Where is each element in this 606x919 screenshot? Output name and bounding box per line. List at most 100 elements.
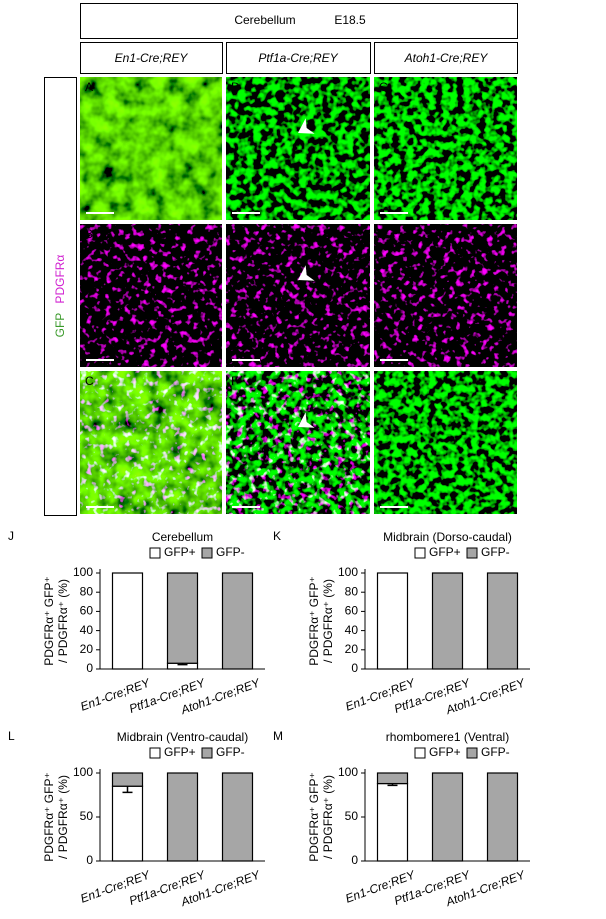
bar-segment <box>111 772 144 787</box>
legend-swatch <box>201 747 213 759</box>
chart-title: Midbrain (Ventro-caudal) <box>117 730 248 744</box>
legend-label: GFP+ <box>429 545 461 559</box>
chart-title: Midbrain (Dorso-caudal) <box>383 530 512 544</box>
arrowhead <box>298 118 315 134</box>
column-box <box>374 42 518 74</box>
y-tick-label: 40 <box>80 623 94 637</box>
y-axis-label: PDGFRα⁺ GFP⁺/ PDGFRα⁺ (%) <box>307 576 335 666</box>
legend-swatch <box>201 547 213 559</box>
bar-segment <box>111 572 144 670</box>
y-tick-label: 100 <box>338 565 358 579</box>
bar-segment <box>431 572 464 670</box>
panel-letter: M <box>273 729 283 743</box>
panel-letter: A <box>85 80 93 94</box>
row-box <box>44 77 77 516</box>
column-box <box>80 42 223 74</box>
micrograph <box>80 371 222 514</box>
legend-swatch <box>414 747 426 759</box>
y-axis-label-line: / PDGFRα⁺ (%) <box>56 579 70 663</box>
bar-segment <box>431 772 464 862</box>
panel-letter: K <box>273 529 281 543</box>
panel-letter: L <box>8 729 15 743</box>
y-axis-label-line: PDGFRα⁺ GFP⁺ <box>42 772 56 862</box>
panel-letter: E <box>231 227 239 241</box>
legend-label: GFP- <box>481 745 510 759</box>
legend-label: GFP+ <box>164 545 196 559</box>
panel-letter: H <box>379 227 388 241</box>
panel-letter: B <box>85 227 93 241</box>
image-grid: A D G B E H C F I <box>80 77 517 514</box>
arrowhead <box>298 412 315 428</box>
y-axis-label: PDGFRα⁺ GFP⁺/ PDGFRα⁺ (%) <box>307 772 335 862</box>
legend-swatch <box>466 547 478 559</box>
legend-label: GFP- <box>216 745 245 759</box>
micrograph <box>374 371 517 514</box>
micrograph <box>226 371 370 514</box>
chart-title: rhombomere1 (Ventral) <box>386 730 509 744</box>
bar-segment <box>486 772 519 862</box>
legend-label: GFP- <box>216 545 245 559</box>
micrograph <box>374 224 517 367</box>
micrograph <box>226 77 370 220</box>
legend-label: GFP+ <box>429 745 461 759</box>
y-tick-label: 0 <box>86 661 93 675</box>
y-tick-label: 60 <box>80 604 94 618</box>
y-tick-label: 50 <box>345 809 359 823</box>
panel-letter: I <box>379 374 382 388</box>
legend-swatch <box>149 547 161 559</box>
y-axis-label-line: PDGFRα⁺ GFP⁺ <box>307 576 321 666</box>
bar-segment <box>376 772 409 785</box>
column-label: En1-Cre;REY <box>115 51 189 65</box>
y-tick-label: 80 <box>80 584 94 598</box>
y-tick-label: 100 <box>73 765 93 779</box>
column-box <box>226 42 371 74</box>
y-axis-label-line: / PDGFRα⁺ (%) <box>321 579 335 663</box>
legend-label: GFP- <box>481 545 510 559</box>
y-tick-label: 100 <box>73 565 93 579</box>
column-label: Ptf1a-Cre;REY <box>258 51 338 65</box>
y-tick-label: 50 <box>80 809 94 823</box>
legend-swatch <box>414 547 426 559</box>
bar-segment <box>221 572 254 670</box>
row-label-pdgfra: PDGFRα <box>53 255 67 304</box>
micrograph <box>80 224 222 367</box>
y-tick-label: 20 <box>345 642 359 656</box>
y-tick-label: 0 <box>351 853 358 867</box>
column-label: Atoh1-Cre;REY <box>404 51 489 65</box>
arrowhead <box>298 265 315 281</box>
y-tick-label: 40 <box>345 623 359 637</box>
y-axis-label-line: PDGFRα⁺ GFP⁺ <box>42 576 56 666</box>
y-axis-label-line: / PDGFRα⁺ (%) <box>321 775 335 859</box>
micrograph <box>80 77 222 220</box>
micrograph <box>374 77 517 220</box>
legend-swatch <box>466 747 478 759</box>
y-tick-label: 20 <box>80 642 94 656</box>
panel-letter: D <box>231 80 240 94</box>
y-axis-label: PDGFRα⁺ GFP⁺/ PDGFRα⁺ (%) <box>42 772 70 862</box>
bar-segment <box>166 572 199 664</box>
y-tick-label: 60 <box>345 604 359 618</box>
bar-segment <box>486 572 519 670</box>
row-label-gfp: GFP <box>53 313 67 338</box>
y-axis-label-line: PDGFRα⁺ GFP⁺ <box>307 772 321 862</box>
y-axis-label: PDGFRα⁺ GFP⁺/ PDGFRα⁺ (%) <box>42 576 70 666</box>
y-tick-label: 0 <box>351 661 358 675</box>
bar-segment <box>376 782 409 862</box>
row-label: GFP PDGFRα <box>53 255 67 338</box>
bar-segment <box>221 772 254 862</box>
micrograph <box>226 224 370 367</box>
bar-segment <box>111 785 144 862</box>
panel-letter: G <box>379 80 388 94</box>
chart-title: Cerebellum <box>152 530 213 544</box>
bar-segment <box>166 772 199 862</box>
panel-letter: C <box>85 374 94 388</box>
panel-letter: F <box>231 374 238 388</box>
y-tick-label: 100 <box>338 765 358 779</box>
header-title: Cerebellum <box>234 13 295 27</box>
header-stage: E18.5 <box>334 13 366 27</box>
header-box <box>80 3 518 39</box>
legend-swatch <box>149 747 161 759</box>
y-axis-label-line: / PDGFRα⁺ (%) <box>56 775 70 859</box>
